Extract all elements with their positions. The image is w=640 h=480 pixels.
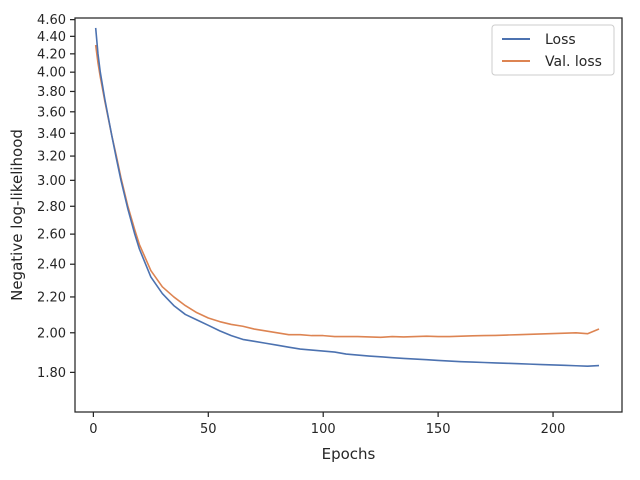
y-tick-label: 2.40: [37, 258, 66, 273]
series-line-val-loss: [94, 44, 600, 339]
x-tick-label: 0: [89, 422, 97, 437]
y-tick-label: 3.60: [37, 105, 66, 120]
x-tick-label: 200: [541, 422, 566, 437]
y-tick-label: 2.20: [37, 290, 66, 305]
y-tick-label: 3.00: [37, 174, 66, 189]
y-tick-label: 4.20: [37, 47, 66, 62]
y-tick-label: 1.80: [37, 366, 66, 381]
x-tick-label: 100: [311, 422, 336, 437]
legend-label-val-loss: Val. loss: [545, 54, 602, 70]
x-tick-label: 50: [200, 422, 217, 437]
y-tick-label: 2.60: [37, 228, 66, 243]
x-axis: 0 50 100 150 200: [89, 412, 565, 437]
y-tick-label: 2.00: [37, 326, 66, 341]
legend-label-loss: Loss: [545, 32, 576, 48]
y-tick-label: 3.80: [37, 85, 66, 100]
legend-box: [491, 24, 615, 76]
x-tick-label: 150: [426, 422, 451, 437]
y-axis-label: Negative log-likelihood: [8, 129, 26, 301]
x-axis-label: Epochs: [322, 445, 376, 463]
legend: Loss Val. loss: [491, 24, 615, 76]
y-tick-label: 3.40: [37, 127, 66, 142]
y-tick-label: 3.20: [37, 150, 66, 165]
series-line-loss: [94, 27, 600, 367]
plot-frame: [74, 17, 623, 413]
series-layer: [94, 27, 600, 367]
y-axis: 1.80 2.00 2.20 2.40 2.60 2.80 3.00 3.20 3.40 3.60…: [37, 13, 75, 381]
y-tick-label: 4.40: [37, 30, 66, 45]
y-tick-label: 2.80: [37, 200, 66, 215]
y-tick-label: 4.60: [37, 13, 66, 28]
y-tick-label: 4.00: [37, 66, 66, 81]
